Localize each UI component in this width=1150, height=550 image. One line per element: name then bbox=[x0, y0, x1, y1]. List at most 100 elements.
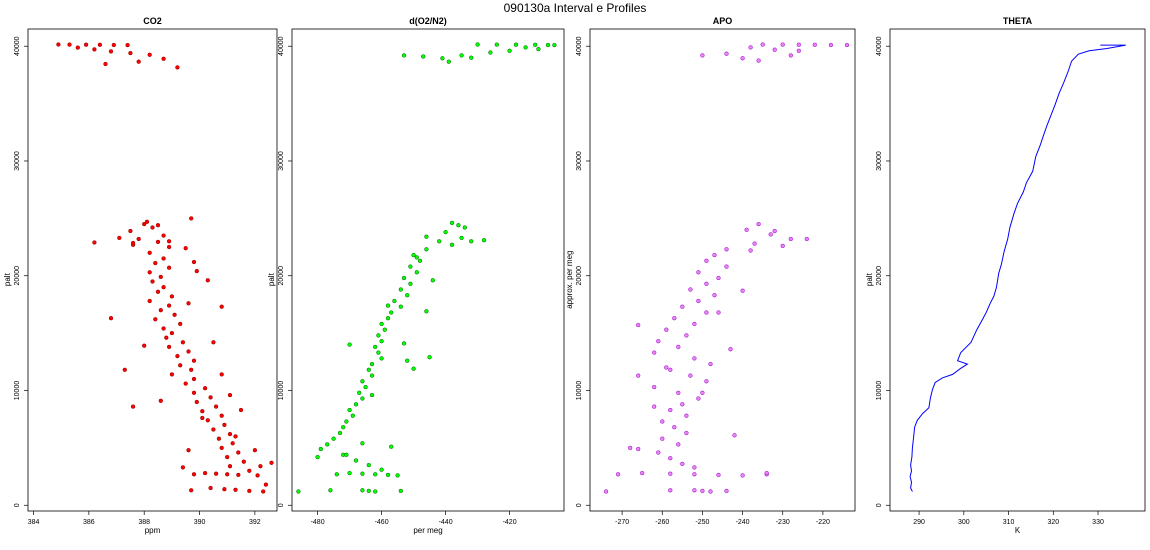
data-point bbox=[238, 407, 244, 413]
data-point bbox=[676, 390, 681, 395]
data-point bbox=[385, 472, 391, 478]
data-point bbox=[408, 264, 413, 269]
data-point bbox=[401, 53, 407, 58]
data-point bbox=[191, 259, 197, 265]
data-point bbox=[166, 303, 172, 308]
y-tick-label: 40000 bbox=[14, 36, 21, 56]
data-point bbox=[318, 446, 323, 452]
data-point bbox=[656, 339, 661, 344]
data-point bbox=[169, 330, 175, 336]
data-point bbox=[696, 396, 701, 401]
data-point bbox=[97, 42, 103, 47]
data-point bbox=[603, 489, 609, 494]
data-point bbox=[169, 372, 175, 377]
data-point bbox=[424, 309, 429, 314]
data-point bbox=[213, 471, 219, 476]
data-point bbox=[255, 473, 260, 478]
data-point bbox=[161, 56, 166, 61]
data-point bbox=[56, 42, 61, 47]
data-point bbox=[122, 367, 127, 372]
data-point bbox=[376, 333, 381, 338]
x-tick-label: 320 bbox=[1047, 519, 1059, 526]
data-point bbox=[247, 488, 252, 494]
data-point bbox=[331, 436, 336, 441]
data-point bbox=[366, 462, 371, 468]
data-point bbox=[688, 287, 693, 292]
data-point bbox=[405, 358, 410, 363]
theta-profile-line bbox=[909, 44, 1126, 492]
data-point bbox=[756, 221, 761, 227]
data-point bbox=[233, 487, 238, 492]
data-point bbox=[189, 216, 194, 221]
data-point bbox=[178, 363, 183, 368]
data-point bbox=[208, 395, 213, 400]
data-point bbox=[263, 482, 269, 487]
data-point bbox=[360, 488, 365, 493]
data-point bbox=[328, 488, 333, 493]
data-point bbox=[178, 321, 183, 327]
data-point bbox=[740, 56, 745, 61]
data-point bbox=[684, 413, 689, 418]
y-axis-label: palt bbox=[267, 272, 276, 286]
data-point bbox=[692, 472, 697, 477]
data-point bbox=[67, 42, 72, 47]
data-point bbox=[360, 379, 365, 384]
data-point bbox=[704, 281, 709, 286]
data-point bbox=[704, 310, 709, 315]
data-point bbox=[664, 365, 669, 370]
data-point bbox=[780, 42, 785, 47]
data-point bbox=[360, 441, 365, 446]
data-point bbox=[475, 42, 480, 47]
data-point bbox=[357, 390, 362, 395]
data-point bbox=[128, 228, 133, 234]
data-point bbox=[376, 350, 381, 355]
data-point bbox=[144, 219, 150, 224]
data-point bbox=[796, 48, 801, 53]
data-point bbox=[628, 445, 633, 451]
data-point bbox=[481, 238, 487, 243]
data-point bbox=[164, 335, 169, 340]
data-point bbox=[189, 488, 194, 493]
data-point bbox=[688, 373, 693, 378]
data-point bbox=[92, 47, 97, 52]
data-point bbox=[398, 304, 403, 309]
data-point bbox=[437, 239, 442, 244]
data-point bbox=[180, 340, 186, 345]
y-tick-label: 30000 bbox=[14, 151, 21, 171]
data-point bbox=[111, 42, 116, 48]
data-point bbox=[414, 270, 419, 275]
data-point bbox=[180, 465, 186, 470]
data-point bbox=[716, 472, 721, 478]
data-point bbox=[740, 473, 745, 478]
data-point bbox=[780, 243, 785, 249]
panel-title: CO2 bbox=[143, 16, 162, 26]
data-point bbox=[169, 294, 175, 299]
panel-co2: CO2 384 386 388 390 392 0 10000 20000 30000 40000 p… bbox=[3, 16, 278, 535]
data-point bbox=[166, 239, 172, 244]
data-point bbox=[636, 322, 641, 328]
data-point bbox=[716, 275, 721, 281]
y-axis-label: palt bbox=[865, 272, 874, 286]
data-point bbox=[363, 384, 368, 390]
y-tick-label: 0 bbox=[876, 503, 883, 507]
data-point bbox=[373, 344, 378, 350]
panel-d-o2-n2: d(O2/N2) -480 -460 -440 -420 0 10000 20000 30000… bbox=[267, 16, 565, 535]
plot-frame bbox=[291, 28, 565, 512]
data-point bbox=[334, 472, 339, 477]
data-point bbox=[161, 326, 166, 331]
data-point bbox=[225, 472, 230, 477]
data-point bbox=[186, 448, 191, 453]
data-point bbox=[828, 42, 834, 48]
data-point bbox=[692, 356, 697, 361]
data-point bbox=[353, 402, 359, 407]
panel-title: APO bbox=[713, 16, 733, 26]
data-point bbox=[325, 442, 330, 447]
data-point bbox=[398, 287, 403, 292]
data-point bbox=[233, 434, 238, 439]
data-point bbox=[219, 304, 224, 309]
data-point bbox=[382, 327, 387, 332]
data-point bbox=[507, 48, 512, 53]
x-tick-label: -250 bbox=[695, 519, 709, 526]
data-point bbox=[366, 367, 371, 372]
y-tick-label: 10000 bbox=[14, 381, 21, 401]
